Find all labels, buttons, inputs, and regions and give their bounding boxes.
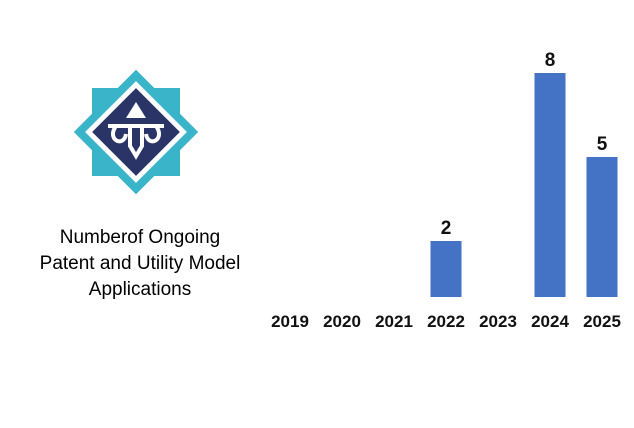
- x-tick-label: 2023: [479, 312, 517, 331]
- logo: [73, 69, 199, 195]
- x-tick-label: 2024: [531, 312, 569, 331]
- bar: [430, 241, 462, 297]
- x-tick-label: 2019: [271, 312, 309, 331]
- value-label: 2: [441, 218, 452, 239]
- bar: [534, 73, 566, 297]
- chart-title: Numberof Ongoing Patent and Utility Mode…: [39, 227, 241, 300]
- x-tick-label: 2021: [375, 312, 413, 331]
- logo-motif: [108, 124, 164, 160]
- logo-motif: [126, 102, 146, 118]
- x-tick-label: 2025: [583, 312, 621, 331]
- value-label: 5: [597, 134, 608, 155]
- value-label: 8: [545, 50, 556, 71]
- bar: [586, 157, 618, 297]
- x-tick-label: 2022: [427, 312, 465, 331]
- x-tick-label: 2020: [323, 312, 361, 331]
